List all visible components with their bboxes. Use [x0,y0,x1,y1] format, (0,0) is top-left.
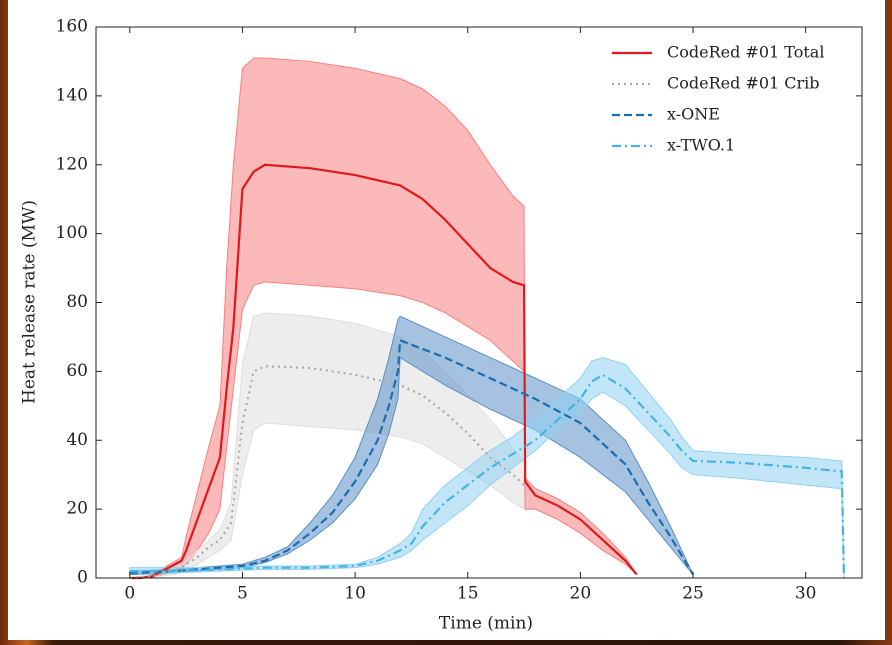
x-tick-label: 30 [795,584,817,604]
y-tick-label: 100 [56,223,88,243]
legend-label: CodeRed #01 Total [667,43,824,62]
y-tick-label: 120 [56,154,88,174]
legend-label: x-ONE [667,105,720,124]
legend-label: x-TWO.1 [667,136,735,155]
series-line [129,163,638,580]
y-axis-label: Heat release rate (MW) [20,200,40,404]
y-tick-label: 60 [66,361,88,381]
y-tick-label: 140 [56,85,88,105]
x-tick-label: 25 [682,584,704,604]
y-tick-label: 160 [56,17,88,37]
x-tick-label: 10 [344,584,366,604]
x-tick-label: 15 [457,584,479,604]
x-tick-label: 0 [124,584,135,604]
confidence-band [129,57,638,579]
series-line [129,373,846,579]
y-tick-label: 80 [66,292,88,312]
chart-panel [8,0,885,640]
confidence-band [129,312,525,579]
y-tick-label: 0 [77,568,88,588]
confidence-band [129,315,694,576]
x-tick-label: 20 [570,584,592,604]
y-tick-label: 20 [66,499,88,519]
series-line [129,338,694,576]
series-line [129,365,525,580]
x-tick-label: 5 [237,584,248,604]
x-axis-label: Time (min) [439,614,533,634]
y-tick-label: 40 [66,430,88,450]
legend-label: CodeRed #01 Crib [667,74,820,93]
